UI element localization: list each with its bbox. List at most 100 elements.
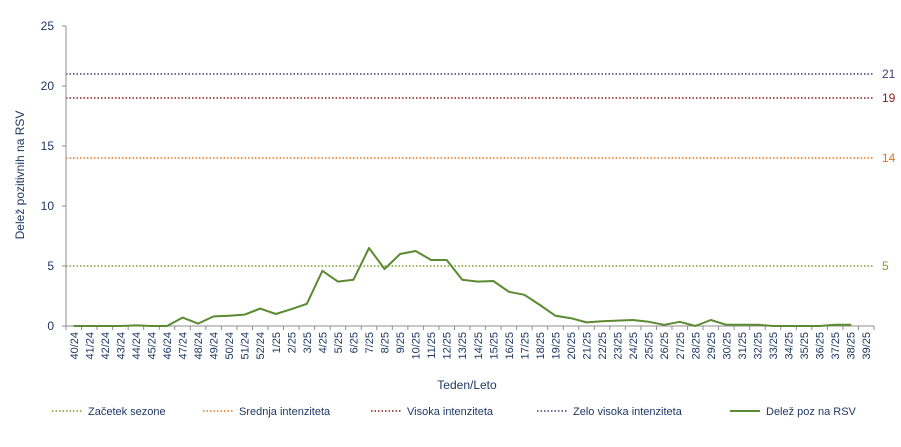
x-tick-label: 18/25 [535, 332, 547, 360]
data-point [849, 324, 852, 326]
data-point [197, 322, 199, 325]
data-point [119, 325, 122, 327]
threshold-label: 19 [882, 91, 896, 105]
y-tick-label: 5 [47, 259, 54, 273]
y-axis-title: Delež pozitivnih na RSV [13, 111, 27, 240]
data-point [601, 320, 603, 323]
y-tick-label: 15 [41, 139, 55, 153]
x-tick-label: 25/25 [644, 332, 656, 360]
data-point [725, 324, 728, 326]
legend-label: Zelo visoka intenziteta [573, 406, 683, 418]
x-tick-label: 19/25 [550, 332, 562, 360]
data-point [228, 315, 230, 317]
x-tick-label: 43/24 [115, 332, 127, 360]
data-point [72, 325, 75, 327]
x-tick-label: 11/25 [426, 332, 438, 359]
x-tick-label: 33/25 [768, 332, 780, 360]
x-tick-label: 28/25 [690, 332, 702, 360]
x-tick-label: 48/24 [193, 332, 205, 360]
x-axis-title: Teden/Leto [437, 378, 497, 392]
data-point [741, 324, 743, 326]
x-tick-label: 7/25 [364, 332, 376, 353]
data-point [803, 325, 805, 327]
series-line [73, 247, 851, 327]
data-point [818, 325, 821, 327]
x-tick-label: 9/25 [395, 332, 407, 353]
x-tick-label: 36/25 [815, 332, 827, 360]
data-point [678, 321, 681, 323]
data-point [150, 325, 153, 327]
data-point [585, 321, 588, 324]
x-tick-label: 8/25 [380, 332, 392, 353]
data-point [337, 280, 339, 283]
data-point [368, 247, 370, 249]
data-point [399, 253, 401, 255]
data-point [554, 315, 557, 317]
data-point [306, 303, 308, 305]
x-tick-label: 31/25 [737, 332, 749, 360]
y-tick-label: 10 [41, 199, 55, 213]
data-series [72, 247, 852, 327]
x-tick-label: 14/25 [473, 332, 485, 360]
y-axis-ticks: 0 5 10 15 20 25 [41, 19, 66, 333]
data-point [181, 316, 184, 319]
x-tick-label: 4/25 [317, 332, 329, 353]
x-tick-label: 6/25 [348, 332, 360, 353]
x-tick-label: 26/25 [659, 332, 671, 360]
threshold-label: 14 [882, 151, 896, 165]
data-point [259, 307, 262, 310]
x-tick-label: 32/25 [752, 332, 764, 360]
x-tick-label: 30/25 [721, 332, 733, 360]
data-point [414, 250, 417, 252]
x-tick-label: 23/25 [613, 332, 625, 360]
x-tick-label: 45/24 [146, 332, 158, 360]
x-tick-label: 24/25 [628, 332, 640, 360]
data-point [135, 324, 137, 327]
x-tick-label: 37/25 [830, 332, 842, 360]
threshold-lines: 5 14 19 21 [66, 67, 896, 273]
x-tick-label: 47/24 [178, 332, 190, 360]
data-point [430, 259, 432, 261]
x-tick-label: 13/25 [457, 332, 469, 360]
x-tick-label: 15/25 [488, 332, 500, 360]
data-point [321, 270, 324, 272]
data-point [352, 279, 355, 281]
data-point [616, 319, 619, 322]
y-tick-label: 25 [41, 19, 55, 33]
threshold-label: 21 [882, 67, 896, 81]
x-axis-ticks: 40/24 41/24 42/24 43/24 44/24 45/24 46/24 47/24… [65, 326, 875, 360]
data-point [274, 313, 277, 315]
legend-label: Začetek sezone [88, 406, 166, 418]
x-tick-label: 27/25 [675, 332, 687, 360]
data-point [710, 319, 712, 321]
data-point [492, 280, 495, 282]
data-point [508, 291, 510, 293]
data-point [523, 294, 526, 296]
legend-label: Srednja intenziteta [239, 406, 331, 418]
data-point [570, 317, 572, 320]
x-tick-label: 44/24 [131, 332, 143, 360]
x-tick-label: 41/24 [84, 332, 96, 360]
x-tick-label: 21/25 [582, 332, 594, 360]
x-tick-label: 29/25 [706, 332, 718, 360]
x-tick-label: 10/25 [411, 332, 423, 360]
x-tick-label: 2/25 [286, 332, 298, 353]
x-tick-label: 16/25 [504, 332, 516, 360]
data-point [166, 325, 168, 327]
x-tick-label: 17/25 [519, 332, 531, 360]
x-tick-label: 50/24 [224, 332, 236, 360]
y-tick-label: 20 [41, 79, 55, 93]
data-point [632, 319, 634, 321]
y-tick-label: 0 [47, 319, 54, 333]
x-tick-label: 34/25 [784, 332, 796, 360]
data-point [787, 325, 790, 327]
data-point [243, 313, 246, 316]
data-point [88, 325, 91, 327]
data-point [476, 280, 479, 283]
data-point [104, 325, 106, 327]
data-point [834, 324, 836, 326]
legend: Začetek sezone Srednja intenziteta Visoka … [52, 406, 857, 418]
data-point [461, 279, 464, 281]
x-tick-label: 49/24 [209, 332, 221, 360]
